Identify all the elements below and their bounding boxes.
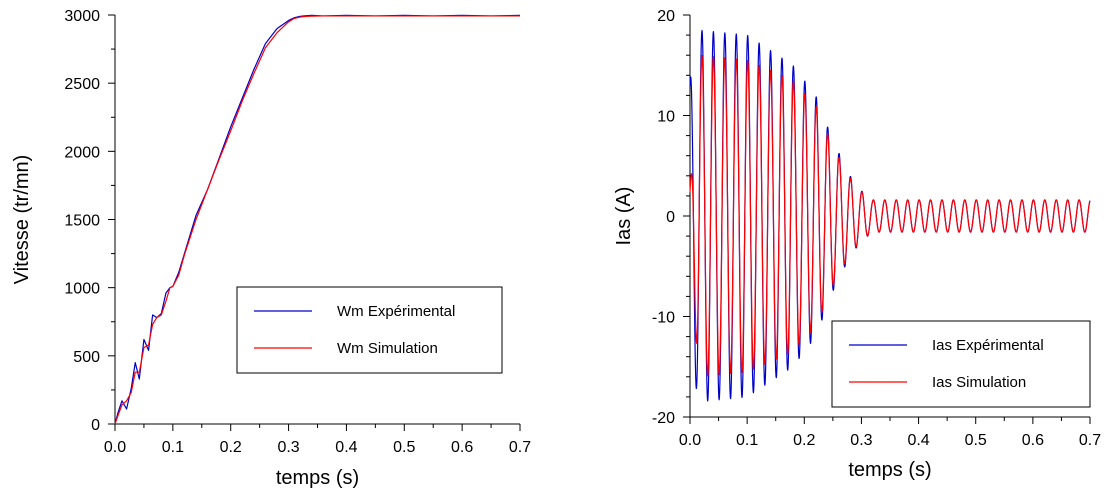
y-axis-label: Vitesse (tr/mn) xyxy=(11,155,33,285)
x-tick-label: 0.5 xyxy=(965,432,987,449)
x-tick-label: 0.3 xyxy=(277,439,299,456)
x-tick-label: 0.2 xyxy=(220,439,242,456)
x-tick-label: 0.3 xyxy=(850,432,872,449)
x-tick-label: 0.6 xyxy=(451,439,473,456)
x-tick-label: 0.4 xyxy=(907,432,929,449)
series-line-simulation xyxy=(114,15,520,425)
y-tick-label: -20 xyxy=(652,410,675,427)
x-tick-label: 0.2 xyxy=(793,432,815,449)
legend-label: Ias Simulation xyxy=(932,374,1026,391)
x-tick-label: 0.7 xyxy=(1079,432,1101,449)
y-tick-label: 10 xyxy=(657,109,675,126)
x-tick-label: 0.5 xyxy=(393,439,415,456)
x-axis-label: temps (s) xyxy=(848,459,931,481)
x-tick-label: 0.6 xyxy=(1022,432,1044,449)
x-tick-label: 0.7 xyxy=(509,439,531,456)
legend-box xyxy=(236,286,503,374)
y-tick-label: 1500 xyxy=(64,213,100,230)
legend-label: Ias Expérimental xyxy=(932,337,1044,354)
y-tick-label: 0 xyxy=(91,417,100,434)
y-tick-label: 2000 xyxy=(64,144,100,161)
legend-box xyxy=(831,320,1091,408)
x-tick-label: 0.0 xyxy=(104,439,126,456)
legend: Ias Expérimental Ias Simulation xyxy=(831,320,1091,408)
y-tick-label: 500 xyxy=(73,349,100,366)
legend: Wm Expérimental Wm Simulation xyxy=(236,286,503,374)
y-tick-label: 1000 xyxy=(64,281,100,298)
y-tick-label: 2500 xyxy=(64,76,100,93)
speed-chart: 0.0 0.1 0.2 0.3 0.4 0.5 0.6 0.7 0 500 1000 1500 2000… xyxy=(11,8,531,489)
y-tick-label: -10 xyxy=(652,310,675,327)
legend-label: Wm Simulation xyxy=(337,340,438,357)
current-chart: 0.0 0.1 0.2 0.3 0.4 0.5 0.6 0.7 -20 -10 0 10 20 temps… xyxy=(613,8,1101,481)
x-tick-label: 0.0 xyxy=(679,432,701,449)
x-tick-label: 0.1 xyxy=(162,439,184,456)
x-tick-label: 0.1 xyxy=(736,432,758,449)
legend-label: Wm Expérimental xyxy=(337,303,455,320)
y-axis-label: Ias (A) xyxy=(613,187,635,246)
series-line-simulation xyxy=(689,54,1091,377)
x-tick-label: 0.4 xyxy=(335,439,357,456)
y-tick-label: 3000 xyxy=(64,8,100,25)
x-axis-label: temps (s) xyxy=(276,467,359,489)
y-tick-label: 20 xyxy=(657,8,675,25)
y-tick-label: 0 xyxy=(666,209,675,226)
